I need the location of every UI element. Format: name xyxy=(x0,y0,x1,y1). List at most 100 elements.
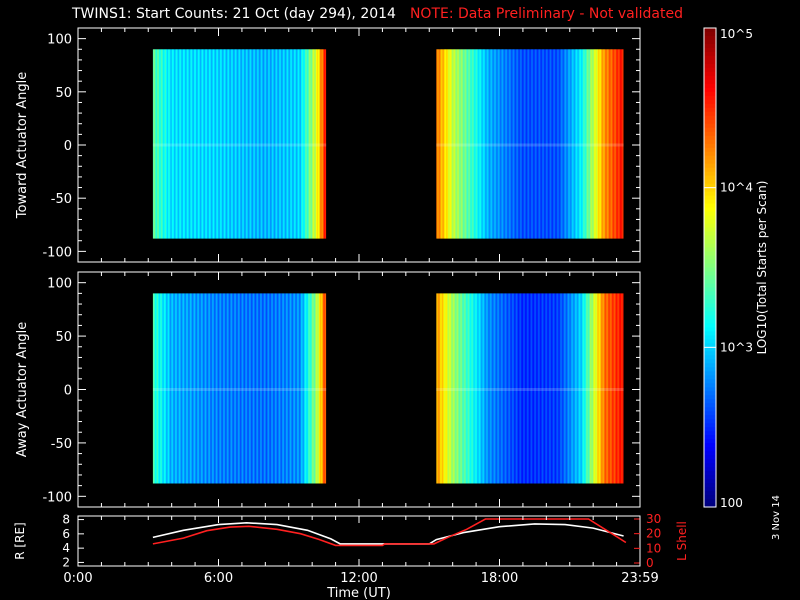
heatmap-column xyxy=(602,293,604,484)
heatmap-column xyxy=(215,49,218,239)
heatmap-column xyxy=(213,293,216,484)
heatmap-column xyxy=(289,49,292,239)
heatmap-column xyxy=(556,49,558,239)
heatmap-column xyxy=(553,293,555,484)
heatmap-column xyxy=(282,49,285,239)
heatmap-column xyxy=(250,293,253,484)
colorbar-segment xyxy=(704,111,716,117)
heatmap-column xyxy=(233,49,236,239)
heatmap-column xyxy=(218,293,221,484)
colorbar-segment xyxy=(704,251,716,257)
heatmap-column xyxy=(160,49,163,239)
colorbar-tick-label: 10^3 xyxy=(720,340,753,354)
x-tick-label: 0:00 xyxy=(63,571,92,586)
colorbar-segment xyxy=(704,303,716,308)
heatmap-column xyxy=(498,293,500,484)
heatmap-column xyxy=(502,49,504,239)
heatmap-column xyxy=(565,293,567,484)
heatmap-column xyxy=(167,293,170,484)
heatmap-column xyxy=(324,49,327,239)
colorbar-segment xyxy=(704,147,716,153)
heatmap-column xyxy=(235,49,238,239)
heatmap-column xyxy=(168,49,171,239)
colorbar-segment xyxy=(704,419,716,424)
colorbar: 10^5 10^4 10^3 100 LOG10(Total Starts per Sc… xyxy=(703,27,769,510)
heatmap-column xyxy=(271,293,274,484)
heatmap-column xyxy=(447,49,449,239)
heatmap-column xyxy=(529,293,531,484)
colorbar-segment xyxy=(704,83,716,89)
y-tick-label: 50 xyxy=(55,330,72,345)
heatmap-column xyxy=(180,49,183,239)
heatmap-column xyxy=(538,293,540,484)
heatmap-column xyxy=(323,293,326,484)
heatmap-column xyxy=(514,49,516,239)
heatmap-column xyxy=(552,293,554,484)
heatmap-column xyxy=(322,293,325,484)
heatmap-column xyxy=(324,293,327,484)
x-tick-label: 23:59 xyxy=(621,571,658,586)
colorbar-segment xyxy=(704,275,716,281)
heatmap-column xyxy=(306,49,309,239)
heatmap-column xyxy=(437,293,439,484)
heatmap-column xyxy=(491,293,493,484)
heatmap-column xyxy=(308,293,311,484)
panel-away: 100 50 0 -50 -100 Away Actuator Angle xyxy=(15,271,641,508)
heatmap-column xyxy=(559,49,561,239)
heatmap-column xyxy=(560,49,562,239)
heatmap-column xyxy=(221,49,224,239)
colorbar-segment xyxy=(704,179,716,185)
heatmap-column xyxy=(593,293,595,484)
heatmap-column xyxy=(534,293,536,484)
colorbar-segment xyxy=(704,291,716,296)
heatmap-column xyxy=(572,293,574,484)
heatmap-column xyxy=(268,293,271,484)
colorbar-segment xyxy=(704,107,716,113)
heatmap-column xyxy=(170,49,173,239)
heatmap-column xyxy=(315,293,318,484)
heatmap-column xyxy=(170,293,173,484)
heatmap-column xyxy=(158,293,161,484)
heatmap-column xyxy=(249,49,252,239)
colorbar-segment xyxy=(704,463,716,468)
heatmap-column xyxy=(483,293,485,484)
colorbar-segment xyxy=(704,151,716,157)
heatmap-column xyxy=(619,49,621,239)
heatmap-column xyxy=(265,49,268,239)
data-block xyxy=(436,293,624,484)
colorbar-segment xyxy=(704,163,716,169)
colorbar-segment xyxy=(704,327,716,332)
heatmap-column xyxy=(228,293,231,484)
heatmap-column xyxy=(220,293,223,484)
heatmap-column xyxy=(554,293,556,484)
heatmap-column xyxy=(196,49,199,239)
heatmap-column xyxy=(209,49,212,239)
heatmap-column xyxy=(261,49,264,239)
heatmap-column xyxy=(246,49,249,239)
heatmap-column xyxy=(223,49,226,239)
heatmap-column xyxy=(618,49,620,239)
colorbar-segment xyxy=(704,295,716,300)
heatmap-column xyxy=(232,49,235,239)
heatmap-column xyxy=(202,49,205,239)
heatmap-column xyxy=(455,293,457,484)
heatmap-column xyxy=(505,293,507,484)
heatmap-column xyxy=(576,49,578,239)
heatmap-column xyxy=(615,293,617,484)
heatmap-column xyxy=(320,293,323,484)
colorbar-segment xyxy=(704,32,716,37)
heatmap-column xyxy=(225,293,228,484)
heatmap-column xyxy=(262,49,265,239)
heatmap-column xyxy=(237,49,240,239)
heatmap-column xyxy=(496,293,498,484)
colorbar-segment xyxy=(704,323,716,328)
heatmap-column xyxy=(215,293,218,484)
colorbar-segment xyxy=(704,119,716,125)
heatmap-column xyxy=(603,293,605,484)
heatmap-column xyxy=(278,49,281,239)
colorbar-segment xyxy=(704,255,716,261)
heatmap-column xyxy=(175,293,178,484)
colorbar-segment xyxy=(704,191,716,197)
heatmap-column xyxy=(443,49,445,239)
